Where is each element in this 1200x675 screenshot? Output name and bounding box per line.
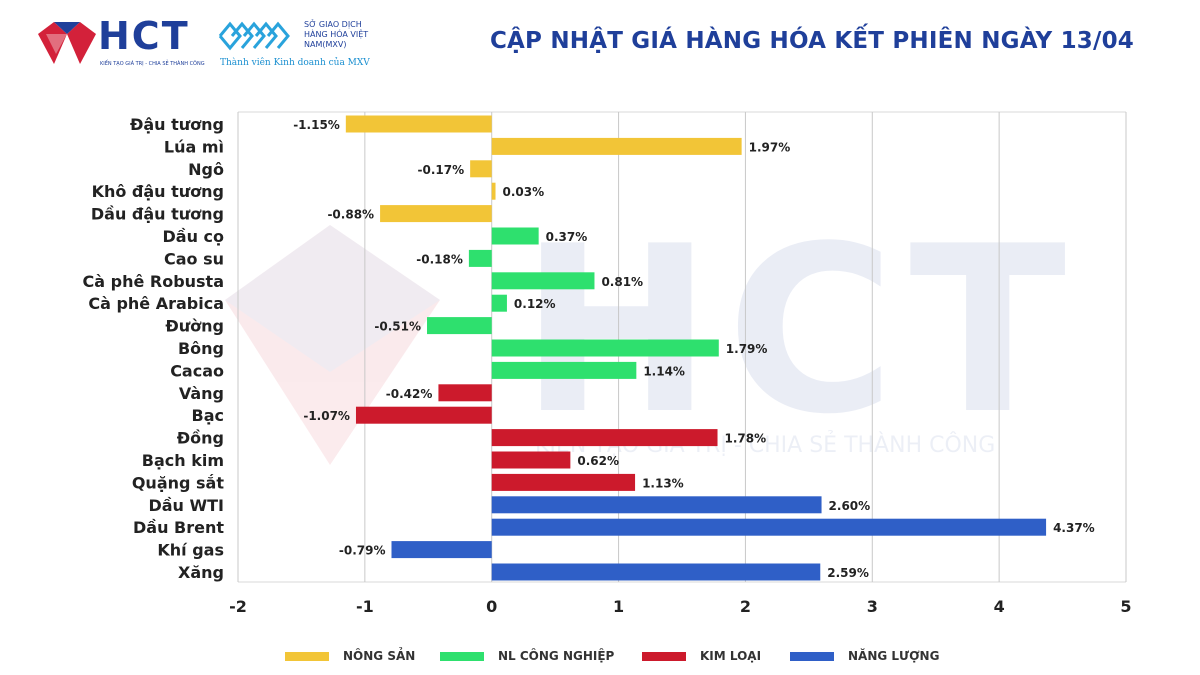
data-label: 1.13% [642,476,684,490]
category-label: Bạch kim [142,451,224,470]
bar [491,563,821,581]
brand-name: HCT [98,14,190,58]
data-label: -0.42% [386,387,433,401]
exchange-name-line2: HÀNG HÓA VIỆT NAM(MXV) [304,30,369,49]
data-label: 0.12% [514,297,556,311]
bar [491,518,1047,536]
exchange-name-line1: SỞ GIAO DỊCH [304,20,362,29]
legend-swatch-nl-cong-nghiep [440,651,484,661]
data-label: -0.79% [339,544,386,558]
page-title: CẬP NHẬT GIÁ HÀNG HÓA KẾT PHIÊN NGÀY 13/… [489,28,1134,54]
bar [491,272,595,290]
category-label: Quặng sắt [132,473,225,492]
category-label: Đồng [177,429,224,448]
header: HCT KIẾN TẠO GIÁ TRỊ - CHIA SẺ THÀNH CÔN… [0,0,1200,80]
data-label: 0.81% [601,275,643,289]
legend-swatch-nang-luong [790,651,834,661]
category-label: Cà phê Robusta [83,272,225,291]
data-label: -0.17% [418,163,465,177]
category-label: Cà phê Arabica [88,294,224,313]
x-tick-label: -2 [229,597,247,616]
legend-label-nang-luong: NĂNG LƯỢNG [848,649,940,663]
data-label: 1.14% [643,364,685,378]
data-label: -1.15% [293,118,340,132]
bar [438,384,492,402]
bar [491,361,637,379]
data-label: 4.37% [1053,521,1095,535]
data-label: -1.07% [303,409,350,423]
category-label: Cao su [164,249,224,268]
bar [470,160,492,178]
category-label: Xăng [178,563,224,582]
category-label: Lúa mì [164,137,224,156]
data-label: -0.88% [327,208,374,222]
legend-label-nong-san: NÔNG SẢN [343,649,416,663]
x-tick-label: 2 [740,597,751,616]
bar-chart: -2 -1 0 1 2 3 4 5 Đậu tương -1.15% Lúa mì 1.97% Ngô -… [83,111,1132,616]
bar [391,541,492,559]
bar [491,451,571,469]
x-tick-label: 5 [1120,597,1131,616]
hct-logo: HCT KIẾN TẠO GIÁ TRỊ - CHIA SẺ THÀNH CÔN… [38,14,205,74]
legend-item-nang-luong: NĂNG LƯỢNG [790,646,939,666]
legend-item-nong-san: NÔNG SẢN [285,646,415,666]
x-tick-label: 4 [994,597,1005,616]
watermark-text: HCT [520,198,1080,465]
bar [427,317,492,335]
data-label: 1.78% [725,432,767,446]
category-label: Bông [178,339,224,358]
data-label: -0.18% [416,252,463,266]
legend-item-nl-cong-nghiep: NL CÔNG NGHIỆP [440,646,614,666]
bar [491,182,496,200]
bar [491,339,719,357]
chart-legend: NÔNG SẢN NL CÔNG NGHIỆP KIM LOẠI NĂNG LƯ… [0,646,1200,666]
bar [491,496,822,514]
bar [491,227,539,245]
category-label: Khí gas [157,541,224,560]
data-label: 0.62% [577,454,619,468]
watermark-diamond-blue [225,225,440,372]
category-label: Khô đậu tương [92,182,224,201]
data-label: 0.03% [503,185,545,199]
category-label: Đường [165,317,224,336]
mxv-logo: SỞ GIAO DỊCH HÀNG HÓA VIỆT NAM(MXV) Thàn… [218,14,398,72]
bar [491,137,742,155]
legend-label-kim-loai: KIM LOẠI [700,649,762,663]
bar [355,406,492,424]
legend-label-nl-cong-nghiep: NL CÔNG NGHIỆP [498,649,615,663]
category-label: Vàng [179,384,224,403]
legend-swatch-nong-san [285,651,329,661]
category-label: Dầu cọ [162,227,224,246]
x-tick-label: 1 [613,597,624,616]
mxv-stripes-icon [218,21,290,51]
legend-item-kim-loai: KIM LOẠI [642,646,761,666]
x-tick-label: 0 [486,597,497,616]
bar [345,115,492,133]
bar [491,294,507,312]
category-label: Dầu đậu tương [91,205,224,224]
bar [491,473,636,491]
category-label: Ngô [188,160,224,179]
category-label: Bạc [192,406,224,425]
brand-slogan: KIẾN TẠO GIÁ TRỊ - CHIA SẺ THÀNH CÔNG [100,61,205,67]
data-label: 1.79% [726,342,768,356]
x-tick-label: -1 [356,597,374,616]
legend-swatch-kim-loai [642,651,686,661]
data-label: -0.51% [374,320,421,334]
data-label: 0.37% [546,230,588,244]
diamond-logo-icon [38,22,96,64]
watermark-diamond-red [225,225,440,465]
data-label: 2.59% [827,566,869,580]
data-label: 2.60% [829,499,871,513]
category-label: Dầu Brent [133,518,224,537]
category-label: Cacao [170,361,224,380]
x-tick-label: 3 [867,597,878,616]
exchange-member-text: Thành viên Kinh doanh của MXV [220,58,370,68]
bar [380,205,492,223]
category-label: Dầu WTI [148,496,224,515]
data-label: 1.97% [749,140,791,154]
category-label: Đậu tương [130,115,224,134]
bar [491,429,718,447]
bar [468,249,492,267]
